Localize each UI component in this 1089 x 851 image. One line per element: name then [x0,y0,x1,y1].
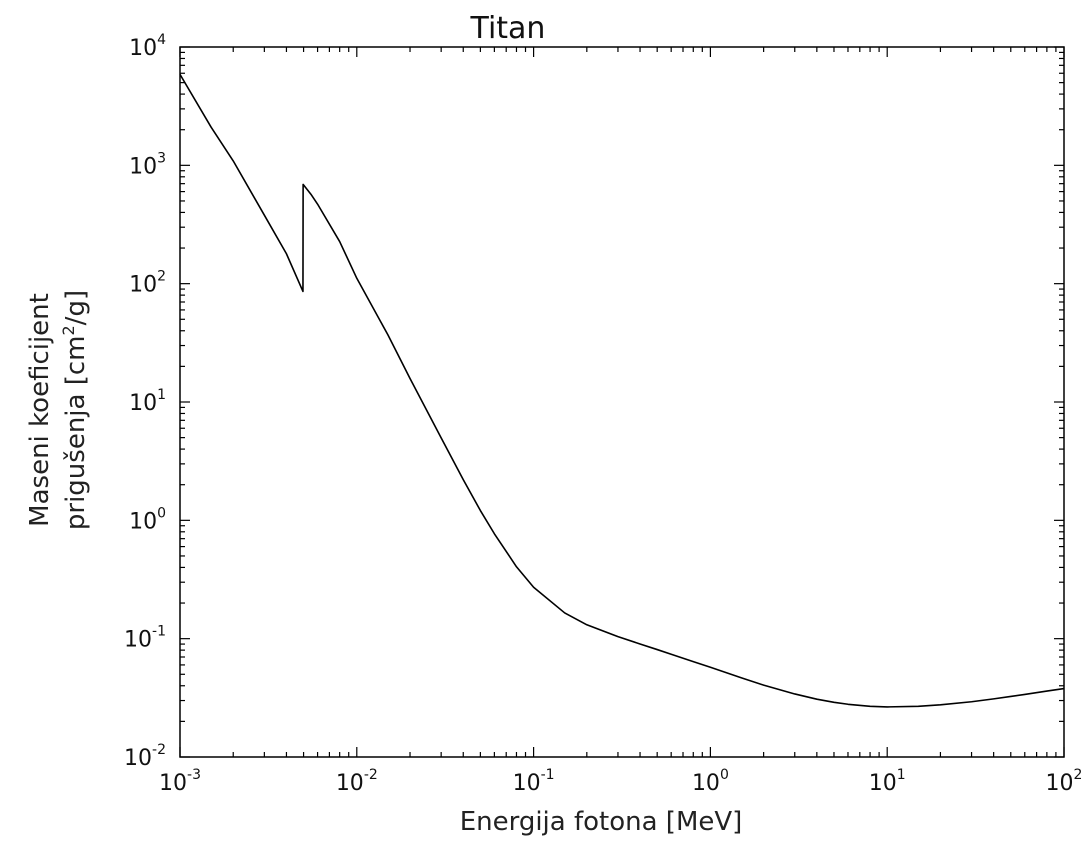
y-axis-title-superscript: 2 [59,325,78,335]
x-tick-label: 10-3 [159,767,201,796]
y-axis-title-line2-end: /g] [61,290,91,325]
y-axis-title-line2-main: prigušenja [cm [61,336,91,531]
y-tick-label: 10-1 [124,624,166,653]
y-tick-label: 101 [129,387,166,416]
plot-frame [179,46,1065,758]
attenuation-curve-line [179,73,1065,708]
y-tick-label: 102 [129,269,166,298]
x-tick-label: 100 [692,767,729,796]
y-tick-label: 10-2 [124,742,166,771]
x-tick-label: 101 [869,767,906,796]
y-tick-label: 103 [129,150,166,179]
y-tick-label: 100 [129,505,166,534]
y-tick-label: 104 [129,32,166,61]
tick-marks [179,46,1065,758]
y-axis-title: Maseni koeficijent prigušenja [cm2/g] [25,290,91,530]
x-axis-title: Energija fotona [MeV] [460,807,743,837]
x-tick-labels: 10-3 10-2 10-1 100 101 102 [159,767,1082,796]
x-tick-label: 10-2 [336,767,378,796]
chart-title: Titan [470,11,546,46]
y-axis-title-line2: prigušenja [cm2/g] [59,290,91,530]
y-axis-title-line1: Maseni koeficijent [25,293,55,527]
y-tick-labels: 10-2 10-1 100 101 102 103 104 [124,32,166,771]
x-tick-label: 102 [1046,767,1083,796]
x-tick-label: 10-1 [513,767,555,796]
